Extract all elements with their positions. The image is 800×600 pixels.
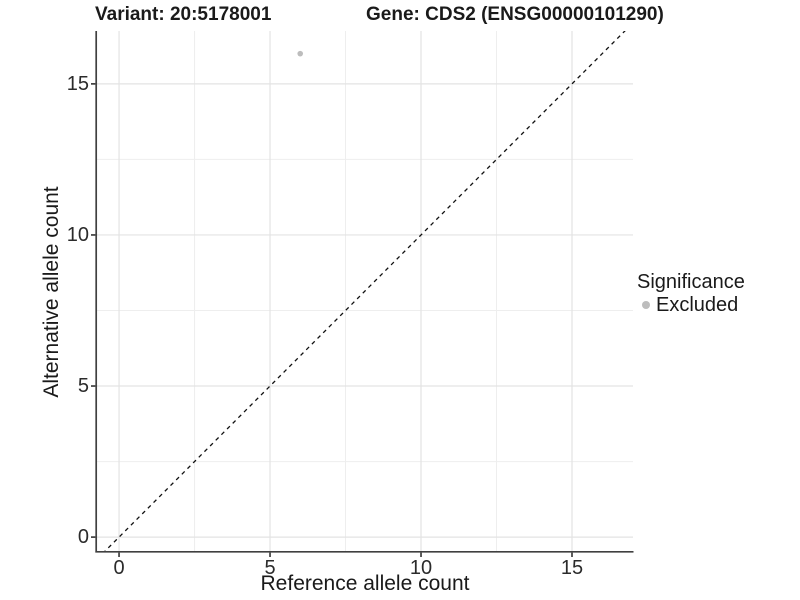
x-axis-title: Reference allele count bbox=[260, 572, 470, 595]
y-axis-title: Alternative allele count bbox=[40, 186, 63, 398]
y-tick-label: 15 bbox=[66, 72, 89, 95]
data-point bbox=[297, 50, 304, 57]
legend-item: Excluded bbox=[637, 294, 745, 316]
identity-dashed-line bbox=[104, 31, 626, 551]
legend-items: Excluded bbox=[637, 294, 745, 316]
x-tick-label: 0 bbox=[113, 557, 125, 579]
plot-title-gene: Gene: CDS2 (ENSG00000101290) bbox=[366, 4, 664, 25]
y-tick-label: 5 bbox=[77, 375, 89, 398]
y-tick-label: 10 bbox=[66, 223, 89, 246]
legend-point-icon bbox=[641, 301, 650, 309]
legend: Significance Excluded bbox=[637, 271, 745, 316]
x-tick-label: 5 bbox=[264, 557, 276, 579]
x-tick-label: 15 bbox=[560, 557, 584, 579]
legend-key bbox=[637, 295, 654, 315]
x-tick-label: 10 bbox=[409, 557, 433, 579]
plot-title-variant: Variant: 20:5178001 bbox=[95, 4, 272, 25]
legend-title: Significance bbox=[637, 271, 745, 293]
y-tick-label: 0 bbox=[77, 526, 89, 549]
legend-item-label: Excluded bbox=[656, 294, 739, 316]
